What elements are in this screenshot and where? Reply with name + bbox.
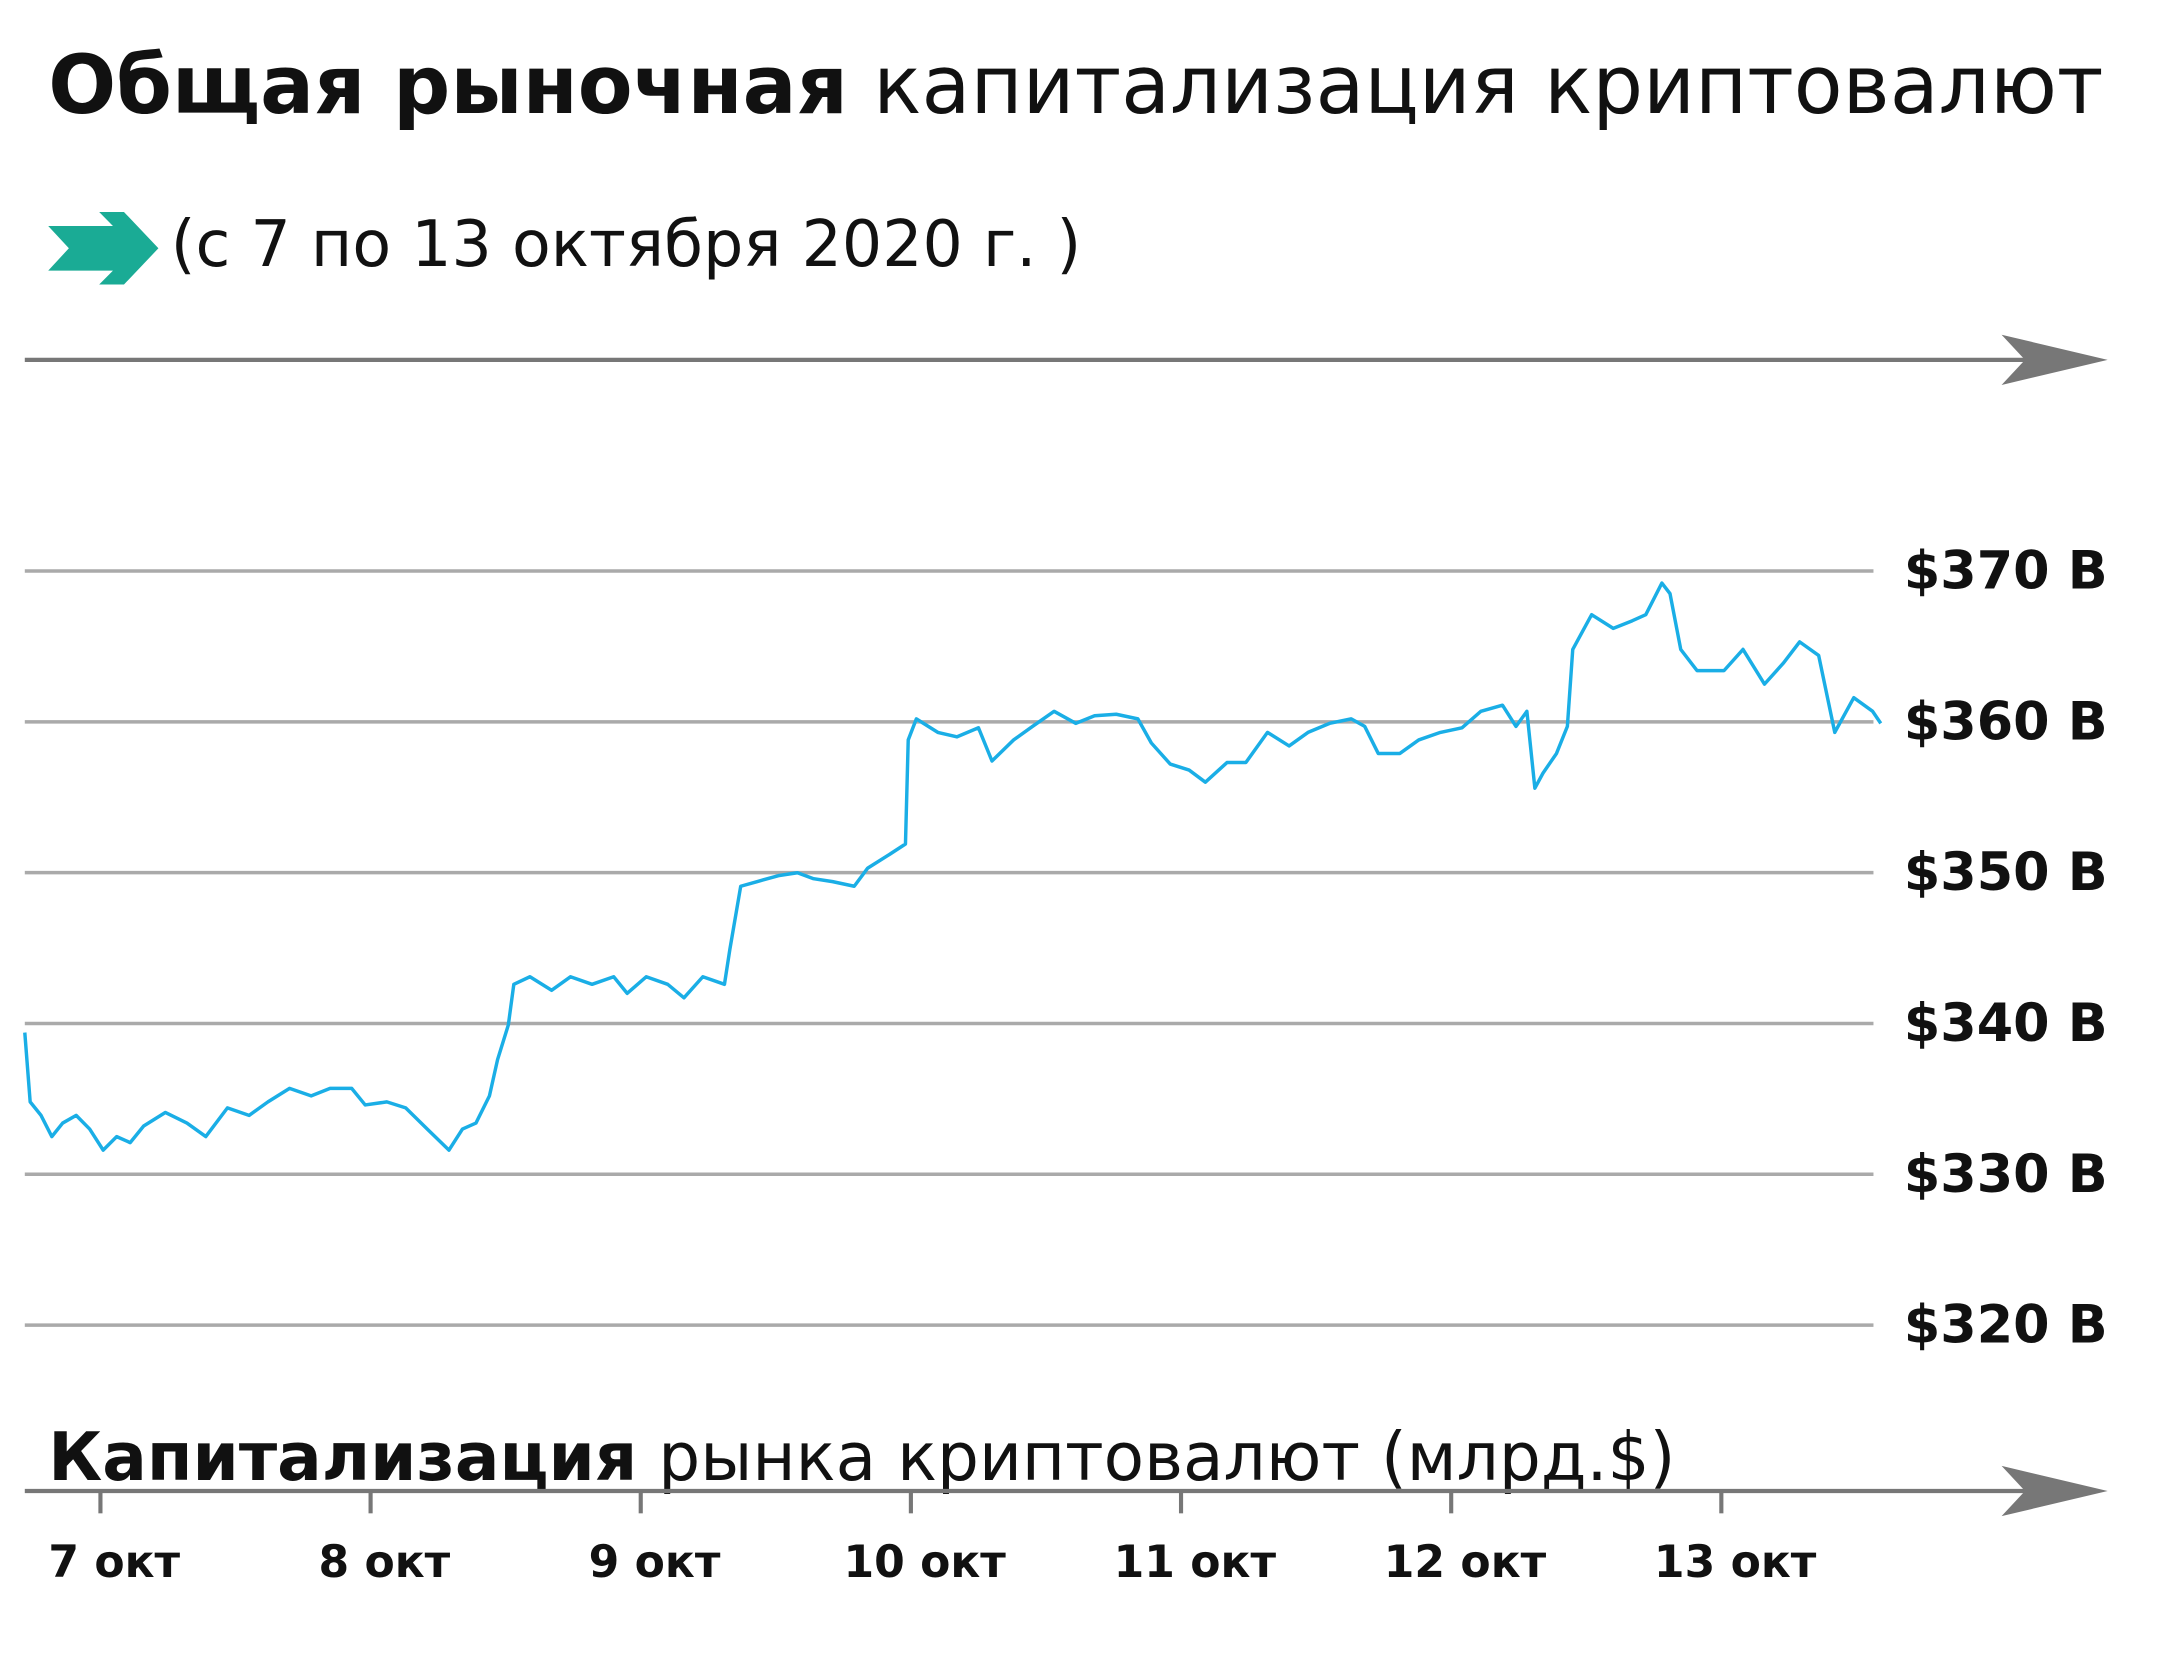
x-tick-label: 11 окт	[1114, 1537, 1277, 1588]
y-tick-label: $350 B	[1904, 842, 2108, 903]
y-tick-label: $320 B	[1904, 1294, 2108, 1355]
x-tick-label: 12 окт	[1384, 1537, 1547, 1588]
subtitle: (с 7 по 13 октября 2020 г. )	[171, 208, 1081, 282]
title-bold: Общая рыночная	[48, 37, 848, 132]
y-tick-label: $340 B	[1904, 993, 2108, 1054]
top-arrowhead	[2001, 334, 2108, 385]
y-tick-label: $330 B	[1904, 1144, 2108, 1205]
y-tick-label: $360 B	[1904, 691, 2108, 752]
x-label-bold: Капитализация	[48, 1418, 637, 1496]
x-tick-label: 9 окт	[589, 1537, 721, 1588]
x-tick-label: 8 окт	[318, 1537, 450, 1588]
x-tick-label: 7 окт	[48, 1537, 180, 1588]
x-label-regular: рынка криптовалют (млрд.$)	[658, 1418, 1675, 1496]
x-arrowhead	[2001, 1465, 2108, 1517]
chart-title: Общая рыночная капитализация криптовалют	[48, 37, 2103, 132]
x-tick-label: 13 окт	[1654, 1537, 1817, 1588]
x-tick-label: 10 окт	[843, 1537, 1006, 1588]
y-tick-label: $370 B	[1904, 540, 2108, 601]
line-series	[23, 581, 1883, 1152]
title-regular: капитализация криптовалют	[873, 37, 2103, 132]
arrow-icon	[48, 212, 159, 285]
x-axis-label: Капитализация рынка криптовалют (млрд.$)	[48, 1418, 1675, 1496]
